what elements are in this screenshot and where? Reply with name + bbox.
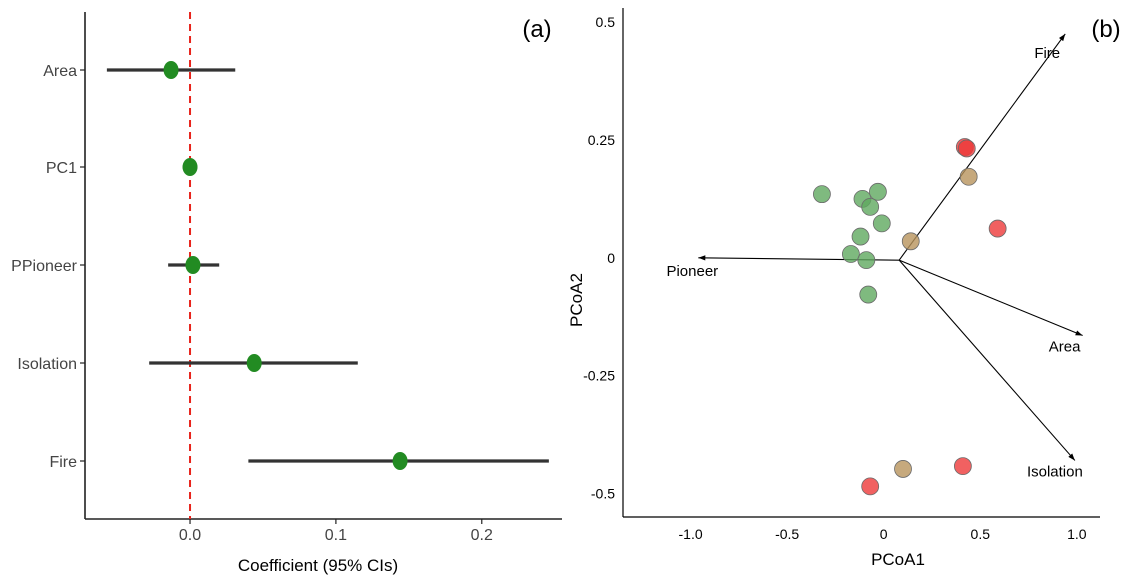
- coefficient-point: [246, 354, 262, 372]
- sample-point: [872, 214, 891, 233]
- sample-point: [953, 457, 972, 476]
- loading-vector: [898, 259, 1083, 337]
- pcoa-points: [813, 138, 1007, 496]
- panel-b-label: (b): [1091, 16, 1120, 43]
- sample-point: [869, 182, 887, 201]
- forest-y-tick-label: Fire: [49, 454, 77, 471]
- pcoa-y-tick-label: 0.25: [588, 132, 615, 148]
- forest-plot-axes: 0.0 0.1 0.2 Area PC1 PPioneer Isolation Fire: [11, 12, 562, 544]
- sample-point: [894, 460, 912, 478]
- sample-point: [901, 232, 920, 251]
- panel-a-label: (a): [522, 16, 551, 43]
- coefficient-point: [392, 452, 408, 470]
- pcoa-x-axis-title: PCoA1: [871, 550, 925, 569]
- pcoa-x-tick-label: -0.5: [775, 526, 799, 542]
- sample-point: [959, 167, 978, 186]
- vector-label: Isolation: [1027, 463, 1083, 480]
- coefficient-point: [163, 61, 179, 79]
- vector-arrowhead: [1068, 453, 1075, 461]
- forest-x-tick-label: 0.2: [471, 527, 493, 544]
- loading-vector: [898, 259, 1076, 461]
- sample-point: [988, 219, 1007, 238]
- pcoa-x-tick-label: -1.0: [679, 526, 703, 542]
- pcoa-y-tick-label: -0.25: [583, 368, 615, 384]
- sample-point: [841, 245, 860, 263]
- vector-label: Pioneer: [666, 263, 718, 280]
- pcoa-biplot-panel: -1.0 -0.5 0 0.5 1.0 0.5 0.25 0 -0.25 -0.5 Fire Pio…: [567, 8, 1121, 569]
- pcoa-x-tick-label: 1.0: [1067, 526, 1087, 542]
- sample-point: [813, 185, 831, 204]
- pcoa-axes: -1.0 -0.5 0 0.5 1.0 0.5 0.25 0 -0.25 -0.5: [583, 8, 1100, 542]
- vector-label: Area: [1049, 339, 1081, 356]
- vector-label: Fire: [1034, 45, 1060, 62]
- sample-point: [857, 251, 876, 270]
- loading-vector: [898, 33, 1066, 261]
- forest-x-tick-label: 0.1: [325, 527, 347, 544]
- forest-plot-panel: 0.0 0.1 0.2 Area PC1 PPioneer Isolation Fire (a…: [11, 12, 562, 575]
- sample-point: [851, 227, 870, 246]
- sample-point: [861, 477, 880, 496]
- pcoa-x-tick-label: 0.5: [971, 526, 991, 542]
- vector-arrowhead: [1059, 33, 1066, 42]
- pcoa-y-tick-label: -0.5: [591, 485, 615, 501]
- sample-point: [859, 285, 878, 304]
- forest-y-tick-label: PC1: [46, 160, 77, 177]
- forest-x-axis-title: Coefficient (95% CIs): [238, 556, 398, 575]
- pcoa-y-tick-label: 0.5: [596, 14, 616, 30]
- vector-arrowhead: [698, 255, 706, 261]
- pcoa-x-tick-label: 0: [880, 526, 888, 542]
- sample-point: [861, 197, 880, 216]
- forest-plot-marks: [106, 12, 549, 519]
- pcoa-y-axis-title: PCoA2: [567, 273, 586, 327]
- vector-arrowhead: [1075, 330, 1083, 336]
- pcoa-y-tick-label: 0: [607, 250, 615, 266]
- sample-point: [957, 139, 976, 158]
- forest-y-tick-label: Area: [43, 63, 77, 80]
- forest-y-tick-label: Isolation: [17, 356, 77, 373]
- coefficient-point: [185, 256, 201, 274]
- forest-y-tick-label: PPioneer: [11, 258, 77, 275]
- forest-x-tick-label: 0.0: [179, 527, 201, 544]
- coefficient-point: [182, 158, 198, 176]
